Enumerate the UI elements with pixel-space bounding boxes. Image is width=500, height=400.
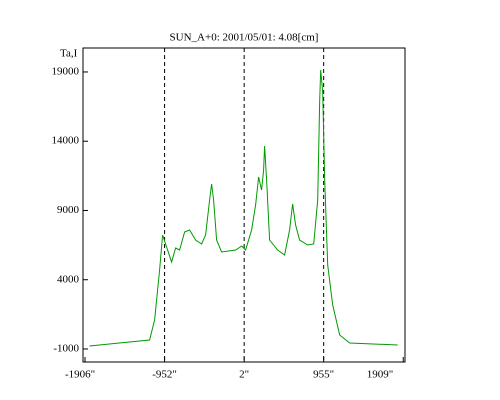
y-axis-label: Ta,I (60, 48, 78, 60)
x-tick-label: 1909" (367, 369, 394, 381)
x-tick-label: -1906" (65, 369, 95, 381)
y-tick-label: 9000 (57, 204, 80, 216)
y-tick-label: 14000 (52, 135, 80, 147)
y-tick-label: 4000 (57, 273, 80, 285)
y-tick-label: -1000 (53, 343, 79, 355)
x-tick-label: 955" (313, 369, 334, 381)
x-tick-label: -952" (152, 369, 177, 381)
x-tick-label: 2" (239, 369, 249, 381)
y-tick-label: 19000 (52, 65, 80, 77)
data-line (89, 69, 398, 347)
chart-title: SUN_A+0: 2001/05/01: 4.08[cm] (170, 32, 319, 44)
